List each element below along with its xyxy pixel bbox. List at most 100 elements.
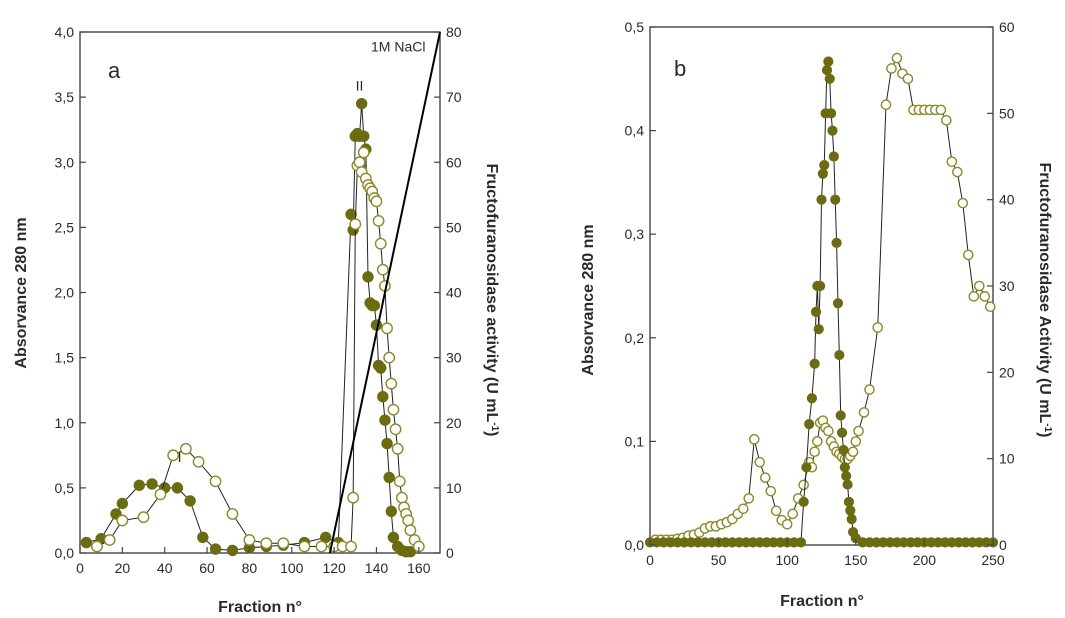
panel-b-y2-title-end: ) bbox=[1036, 432, 1053, 437]
panel-b-filled-point bbox=[816, 194, 827, 205]
panel-a-open-point bbox=[179, 442, 192, 455]
panel-a-filled-point bbox=[197, 531, 209, 544]
panel-a-filled-point bbox=[385, 505, 397, 518]
panel-b-filled-point bbox=[836, 427, 848, 438]
panel-a-y2-tick-label: 80 bbox=[446, 24, 462, 40]
panel-b-open-point bbox=[748, 434, 760, 445]
panel-a-open-point bbox=[226, 508, 239, 520]
panel-a-y2-tick-label: 30 bbox=[446, 350, 462, 366]
panel-a-open-point bbox=[298, 540, 311, 553]
panel-b-y-tick-label: 0,4 bbox=[625, 123, 645, 139]
panel-b-filled-point bbox=[832, 298, 844, 309]
panel-a-open-point bbox=[387, 403, 400, 416]
panel-b-open-point bbox=[872, 322, 884, 333]
panel-a-open-point bbox=[260, 537, 273, 550]
panel-b-filled-point bbox=[817, 168, 828, 179]
panel-a-y-tick-label: 0,5 bbox=[55, 480, 75, 496]
panel-a-open-point bbox=[391, 442, 404, 455]
panel-a-filled-point bbox=[226, 544, 239, 557]
panel-a-x-tick-label: 0 bbox=[76, 560, 84, 576]
panel-a-y2-axis-title: Fructofuranosidase activity (U mL-1) bbox=[483, 164, 501, 437]
panel-b-open-point bbox=[963, 249, 974, 261]
panel-a-x-axis-title: Fraction n° bbox=[218, 599, 302, 616]
panel-a-y-tick-label: 0,0 bbox=[55, 545, 75, 561]
panel-a-filled-point bbox=[133, 479, 145, 491]
panel-b-filled-point bbox=[798, 496, 809, 507]
panel-a-filled-point bbox=[116, 497, 129, 510]
panel-b-y-tick-label: 0,1 bbox=[625, 433, 645, 449]
panel-b-open-point bbox=[787, 508, 798, 520]
panel-a-filled-point bbox=[387, 531, 400, 544]
panel-b-filled-point bbox=[843, 496, 855, 507]
panel-b-y2-title-main: Fructofuranosidase Activity (U mL bbox=[1036, 162, 1053, 423]
panel-b-filled-point bbox=[826, 108, 837, 119]
panel-a-x-tick-label: 60 bbox=[199, 560, 215, 576]
panel-b-filled-point bbox=[810, 306, 822, 317]
panel-b-filled-point bbox=[806, 393, 817, 404]
panel-b-open-point bbox=[781, 518, 793, 530]
panel-b-y2-tick-label: 60 bbox=[999, 19, 1015, 35]
panel-b-y2-tick-label: 40 bbox=[999, 192, 1015, 208]
panel-a-x-tick-label: 140 bbox=[365, 560, 389, 576]
panel-a-filled-point bbox=[355, 97, 368, 110]
panel-a-open-point bbox=[167, 449, 180, 462]
panel-b-open-point bbox=[984, 301, 996, 313]
panel-a-filled-point bbox=[381, 437, 393, 450]
panel-a-filled-point bbox=[358, 130, 370, 142]
panel-a-open-point bbox=[154, 488, 167, 501]
panel-a-x-tick-label: 100 bbox=[280, 560, 304, 576]
panel-b-open-point bbox=[765, 485, 777, 497]
panel-a-x-tick-label: 160 bbox=[407, 560, 431, 576]
panel-a-open-point bbox=[404, 524, 417, 537]
panel-a-y-tick-label: 2,5 bbox=[55, 219, 75, 235]
panel-b-open-point bbox=[858, 407, 870, 418]
panel-b-filled-point bbox=[841, 470, 852, 482]
panel-a-filled-point bbox=[171, 482, 184, 494]
panel-b-y2-axis-title: Fructofuranosidase Activity (U mL-1) bbox=[1036, 162, 1054, 437]
panel-a-open-point bbox=[376, 263, 389, 276]
panel-b-open-point bbox=[880, 99, 892, 110]
panel-a-annotation: II bbox=[356, 78, 364, 94]
panel-a-y-tick-label: 3,0 bbox=[55, 154, 75, 170]
panel-b-open-point bbox=[973, 280, 985, 292]
panel-b-open-point bbox=[935, 104, 947, 116]
panel-b-filled-point bbox=[845, 505, 856, 516]
panel-a-open-point bbox=[353, 156, 366, 169]
panel-a-ticks-layer: 0 20 40 60 80 100 120 140 1600,00,51,01,52,02,53… bbox=[55, 24, 462, 576]
panel-a-y-tick-label: 3,5 bbox=[55, 89, 75, 105]
panel-a-annotation: 1M NaCl bbox=[371, 39, 425, 55]
panel-b-open-point bbox=[812, 436, 823, 447]
panel-b-filled-point bbox=[823, 56, 834, 67]
panel-b-series-layer bbox=[644, 52, 999, 548]
panel-a-filled-point bbox=[377, 391, 389, 403]
panel-b-filled-point bbox=[824, 73, 835, 84]
panel-a-y-axis-title: Absorvance 280 nm bbox=[13, 217, 30, 368]
panel-a-filled-point bbox=[209, 543, 222, 555]
panel-a-y2-title-end: ) bbox=[483, 431, 500, 436]
panel-a-y2-tick-label: 0 bbox=[446, 545, 454, 561]
panel-a-series-activity-line bbox=[96, 152, 420, 547]
panel-a-open-point bbox=[315, 540, 328, 553]
panel-b-x-tick-label: 50 bbox=[711, 552, 727, 568]
panel-b-x-tick-label: 200 bbox=[913, 552, 937, 568]
panel-b-x-tick-label: 250 bbox=[981, 552, 1005, 568]
panel-a-y-tick-label: 1,5 bbox=[55, 350, 75, 366]
panel-b-y-tick-label: 0,3 bbox=[625, 226, 645, 242]
panel-b-series-activity-line bbox=[655, 56, 991, 541]
panel-b-filled-point bbox=[801, 462, 812, 473]
panel-b-open-point bbox=[847, 446, 859, 458]
panel-a-open-point bbox=[383, 351, 396, 364]
panel-a-filled-point bbox=[375, 362, 387, 374]
panel-a-open-point bbox=[393, 475, 406, 488]
panel-a-y2-tick-label: 70 bbox=[446, 89, 462, 105]
panel-b-letter: b bbox=[674, 56, 686, 81]
panel-b-filled-point bbox=[828, 151, 839, 162]
panel-a-open-point bbox=[385, 377, 398, 390]
panel-a-filled-point bbox=[362, 271, 374, 283]
panel-b-y2-tick-label: 0 bbox=[999, 537, 1007, 553]
panel-b-filled-point bbox=[809, 358, 820, 369]
panel-b-y-tick-label: 0,2 bbox=[625, 330, 645, 346]
